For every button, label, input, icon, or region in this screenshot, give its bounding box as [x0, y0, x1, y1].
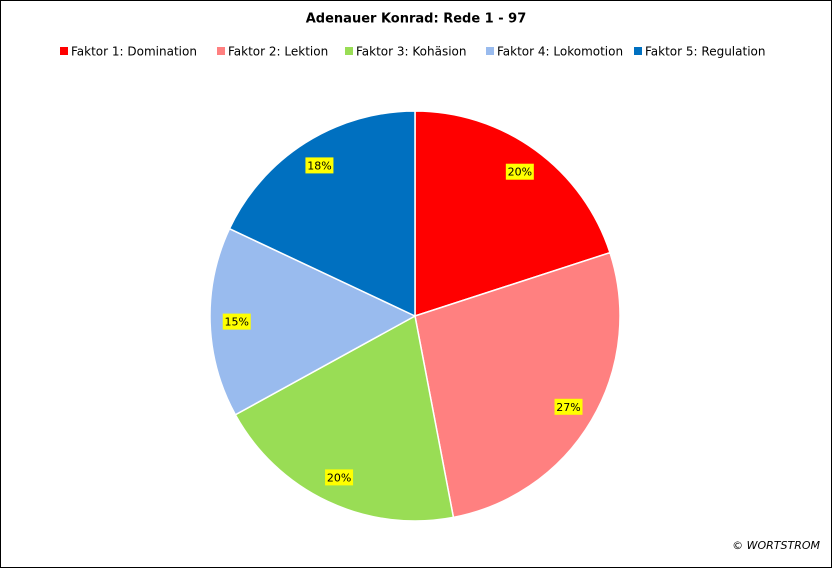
- legend-label: Faktor 5: Regulation: [645, 45, 765, 59]
- legend-label: Faktor 4: Lokomotion: [497, 45, 623, 59]
- pie-slice: [414, 251, 621, 519]
- legend-swatch: [217, 47, 225, 55]
- data-label: 18%: [307, 159, 331, 172]
- label-background: [305, 157, 334, 174]
- legend-swatch: [634, 47, 642, 55]
- label-background: [325, 469, 354, 486]
- data-label: 20%: [327, 471, 351, 484]
- chart-title: Adenauer Konrad: Rede 1 - 97: [306, 12, 527, 27]
- data-label: 15%: [225, 316, 249, 329]
- pie-slice: [414, 110, 611, 318]
- legend-label: Faktor 1: Domination: [71, 45, 197, 59]
- legend-label: Faktor 2: Lektion: [228, 45, 328, 59]
- pie-slice: [228, 110, 416, 318]
- label-background: [222, 313, 251, 330]
- pie-slice: [209, 227, 417, 416]
- legend-swatch: [345, 47, 353, 55]
- legend-label: Faktor 3: Kohäsion: [356, 45, 467, 59]
- data-label: 20%: [508, 166, 532, 179]
- credit: © WORTSTROM: [732, 539, 820, 552]
- label-background: [505, 163, 534, 180]
- pie-slice: [234, 314, 455, 522]
- data-label: 27%: [556, 401, 580, 414]
- legend-swatch: [60, 47, 68, 55]
- label-background: [554, 398, 583, 415]
- legend-swatch: [486, 47, 494, 55]
